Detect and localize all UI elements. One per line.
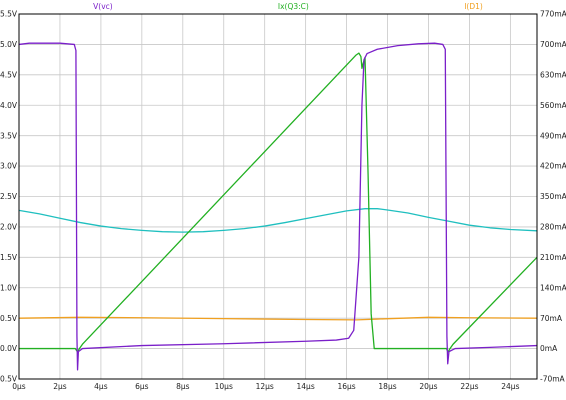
- legend-label: I(D1): [464, 2, 483, 11]
- x-tick-label: 8µs: [176, 382, 190, 391]
- x-tick-label: 10µs: [215, 382, 233, 391]
- y-right-tick-label: 350mA: [540, 192, 566, 201]
- y-right-tick-label: 490mA: [540, 131, 566, 140]
- legend-label: Ix(Q3:C): [278, 2, 309, 11]
- y-right-tick-label: 70mA: [540, 314, 563, 323]
- y-left-tick-label: 0.5V: [0, 314, 18, 323]
- series-line-Ix(Q3:C): [19, 52, 538, 353]
- x-tick-label: 18µs: [378, 382, 396, 391]
- x-tick-label: 20µs: [419, 382, 437, 391]
- x-tick-label: 2µs: [53, 382, 67, 391]
- x-tick-label: 12µs: [256, 382, 274, 391]
- x-tick-label: 24µs: [501, 382, 519, 391]
- y-right-tick-label: 560mA: [540, 101, 566, 110]
- y-left-tick-label: 3.0V: [0, 162, 18, 171]
- y-left-tick-label: 0.0V: [0, 344, 18, 353]
- y-left-tick-label: 2.5V: [0, 192, 18, 201]
- y-right-tick-label: 630mA: [540, 70, 566, 79]
- y-right-tick-label: 0mA: [540, 344, 558, 353]
- x-tick-label: 4µs: [94, 382, 108, 391]
- y-left-tick-label: -0.5V: [0, 375, 18, 384]
- x-tick-label: 6µs: [135, 382, 149, 391]
- y-left-tick-label: 4.0V: [0, 101, 18, 110]
- x-tick-label: 14µs: [297, 382, 315, 391]
- legend: V(vc)Ix(Q3:C)I(D1)-I(V1): [93, 2, 483, 11]
- y-right-tick-label: -70mA: [540, 375, 566, 384]
- y-left-tick-label: 2.0V: [0, 223, 18, 232]
- y-left-tick-label: 1.0V: [0, 283, 18, 292]
- y-left-tick-label: 1.5V: [0, 253, 18, 262]
- series-line-V(vc): [18, 42, 538, 371]
- tick-labels: 0µs 2µs 4µs 6µs 8µs 10µs 12µs 14µs 16µs 18µs 20µs 2…: [0, 10, 566, 391]
- traces: [18, 42, 538, 371]
- x-tick-label: 0µs: [12, 382, 26, 391]
- y-right-tick-label: 140mA: [540, 283, 566, 292]
- y-right-tick-label: 700mA: [540, 40, 566, 49]
- grid: [18, 13, 537, 380]
- x-tick-label: 16µs: [337, 382, 355, 391]
- y-right-tick-label: 210mA: [540, 253, 566, 262]
- y-left-tick-label: 3.5V: [0, 131, 18, 140]
- y-right-tick-label: 420mA: [540, 162, 566, 171]
- y-right-tick-label: 280mA: [540, 223, 566, 232]
- series-line-I(D1): [18, 316, 538, 321]
- y-left-tick-label: 5.5V: [0, 10, 18, 19]
- legend-label: V(vc): [93, 2, 113, 11]
- y-left-tick-label: 4.5V: [0, 70, 18, 79]
- plot-frame: [18, 13, 538, 380]
- series-line--I(V1): [18, 208, 538, 233]
- y-right-tick-label: 770mA: [540, 10, 566, 19]
- x-tick-label: 22µs: [460, 382, 478, 391]
- y-left-tick-label: 5.0V: [0, 40, 18, 49]
